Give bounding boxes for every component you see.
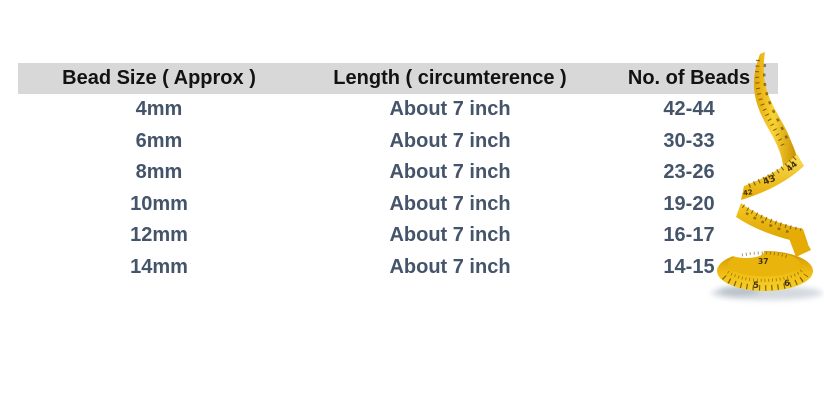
tape-top-strip <box>754 52 797 166</box>
tape-number-43: 43 <box>762 174 777 188</box>
tape-shadow <box>711 286 823 300</box>
length-cell: About 7 inch <box>389 255 511 278</box>
table-row: 10mm About 7 inch 19-20 <box>18 189 778 221</box>
bead-size-cell: 6mm <box>135 129 183 152</box>
length-cell: About 7 inch <box>389 98 511 121</box>
column-header-length: Length ( circumterence ) <box>333 67 567 89</box>
bead-count-cell: 14-15 <box>663 255 715 278</box>
bead-count-cell: 30-33 <box>663 129 715 152</box>
bead-count-cell: 16-17 <box>663 224 715 247</box>
bead-size-cell: 4mm <box>135 98 183 121</box>
length-cell: About 7 inch <box>389 161 511 184</box>
bead-size-cell: 12mm <box>130 224 188 247</box>
bead-size-cell: 14mm <box>130 255 188 278</box>
bead-size-cell: 10mm <box>130 192 188 215</box>
bead-count-cell: 19-20 <box>663 192 715 215</box>
tape-number-42: 42 <box>742 188 753 197</box>
bead-count-cell: 23-26 <box>663 161 715 184</box>
bead-size-table: Bead Size ( Approx ) Length ( circumtere… <box>18 63 778 283</box>
bead-size-cell: 8mm <box>135 161 183 184</box>
length-cell: About 7 inch <box>389 224 511 247</box>
measuring-tape-image: 44 43 42 37 5 6 <box>711 52 823 300</box>
length-cell: About 7 inch <box>389 192 511 215</box>
table-row: 6mm About 7 inch 30-33 <box>18 126 778 158</box>
bead-count-cell: 42-44 <box>663 98 715 121</box>
table-row: 12mm About 7 inch 16-17 <box>18 220 778 252</box>
tape-number-6: 6 <box>784 279 790 289</box>
tape-coil: 37 5 6 <box>717 246 813 291</box>
tape-number-37: 37 <box>758 257 768 266</box>
column-header-bead-size: Bead Size ( Approx ) <box>62 67 256 89</box>
table-row: 4mm About 7 inch 42-44 <box>18 94 778 126</box>
length-cell: About 7 inch <box>389 129 511 152</box>
table-row: 14mm About 7 inch 14-15 <box>18 252 778 284</box>
tape-number-5: 5 <box>753 281 759 291</box>
tape-middle-band: 44 43 42 <box>741 154 804 200</box>
table-row: 8mm About 7 inch 23-26 <box>18 157 778 189</box>
table-header-row: Bead Size ( Approx ) Length ( circumtere… <box>18 63 778 94</box>
column-header-no-of-beads: No. of Beads <box>627 67 751 89</box>
tape-lower-band <box>736 203 811 257</box>
